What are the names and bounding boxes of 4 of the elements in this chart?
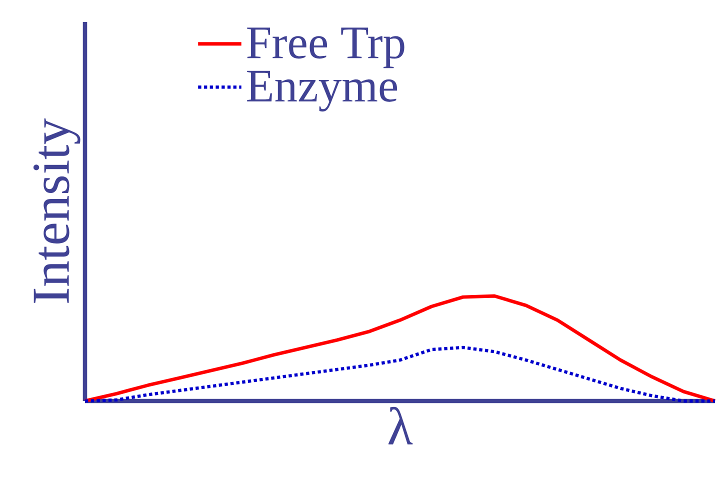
legend-label: Enzyme (247, 70, 398, 112)
x-axis-title: λ (388, 406, 413, 444)
legend-label: Free Trp (247, 28, 404, 68)
y-axis-title: Intensity (33, 118, 80, 303)
